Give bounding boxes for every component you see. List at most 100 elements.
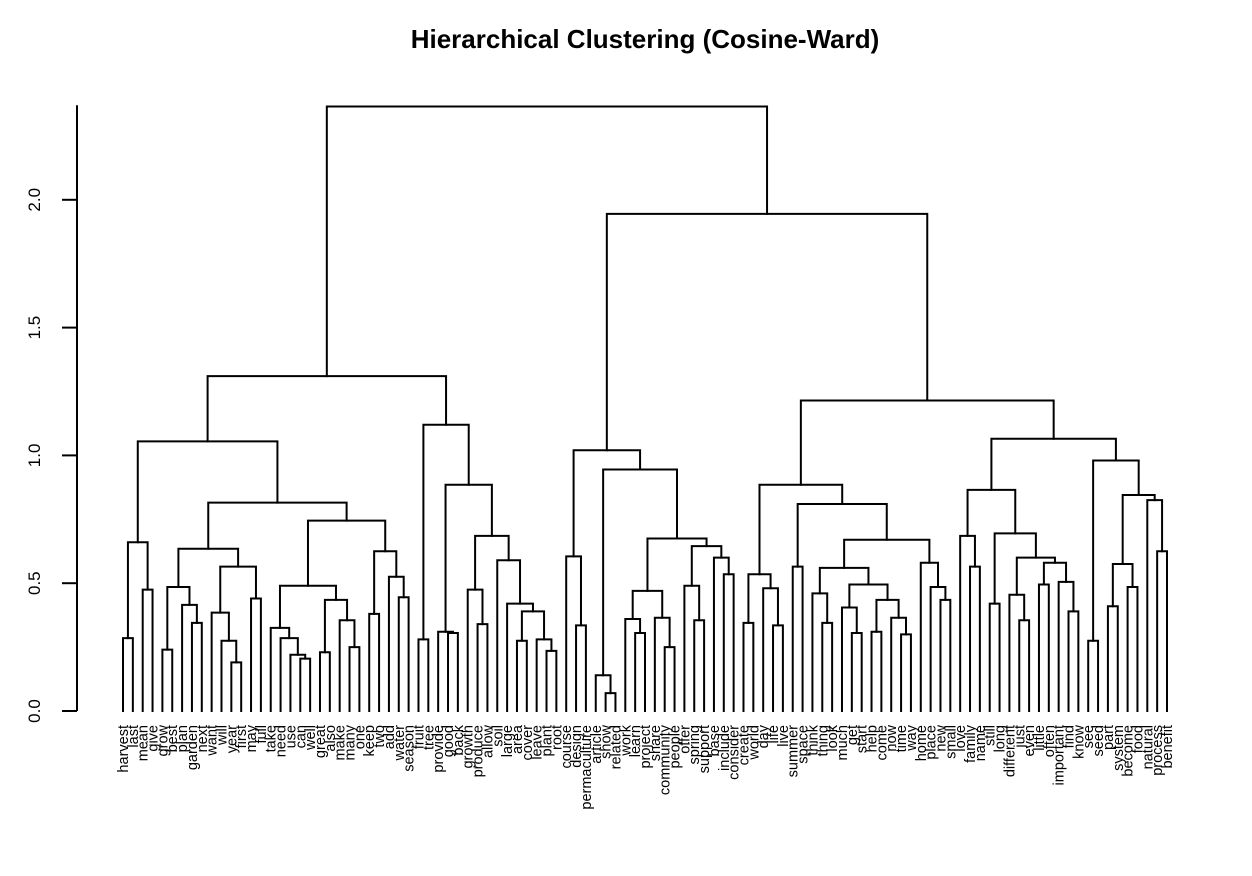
chart-title: Hierarchical Clustering (Cosine-Ward) [411,24,880,54]
dendrogram-link [969,565,981,712]
leaf-label: season [402,725,418,772]
leaf-label: love [953,725,969,752]
dendrogram-link [690,545,723,587]
leaf-label: back [451,724,467,755]
dendrogram-link [1146,499,1164,712]
dendrogram-link [747,573,772,624]
dendrogram-link [1092,459,1140,642]
leaf-label: become [1121,725,1137,777]
leaf-label: summer [786,725,802,778]
y-tick-label: 2.0 [25,188,44,212]
leaf-label: often [1042,725,1058,757]
leaf-label: long [993,725,1009,752]
dendrogram-link [634,632,646,712]
dendrogram-link [712,556,730,712]
leaf-label: support [697,725,713,773]
leaf-label: make [333,725,349,760]
dendrogram-link [722,573,735,712]
leaf-label: two [372,725,388,748]
leaf-label: life [766,725,782,744]
leaf-label: spring [687,725,703,765]
dendrogram-link [1067,610,1080,712]
dendrogram-link [1106,605,1119,712]
leaf-label: first [234,725,250,748]
dendrogram-link [1156,550,1168,712]
dendrogram-link [799,399,1055,486]
dendrogram-link [466,588,484,712]
leaf-label: next [195,725,211,752]
leaf-label: work [618,724,634,756]
leaf-label: still [983,725,999,746]
leaf-label: live [776,725,792,747]
dendrogram-link [210,611,230,712]
dendrogram-link [762,587,779,712]
leaf-label: day [756,724,772,748]
leaf-label: produce [471,725,487,777]
leaf-label: allow [480,724,496,758]
leaf-label: start [855,725,871,753]
leaf-label: see [1081,725,1097,748]
dendrogram-link [338,619,356,712]
leaf-label: place [924,725,940,760]
leaf-label: benefit [1160,725,1176,769]
dendrogram-link [348,646,361,712]
y-tick-label: 0.5 [25,571,44,595]
dendrogram-link [368,612,381,712]
dendrogram-link [437,630,454,712]
dendrogram-link [604,692,617,712]
dendrogram-link [373,550,398,615]
leaf-label: system [1111,725,1127,771]
dendrogram-link [207,501,348,550]
leaf-label: share [648,725,664,761]
leaf-label: space [796,725,812,764]
dendrogram-link [1008,593,1026,712]
leaf-label: include [717,725,733,771]
dendrogram-link [843,538,931,569]
leaf-label: will [214,725,230,746]
dendrogram-link [397,596,410,712]
leaf-label: help [865,725,881,752]
leaf-label: think [805,724,821,755]
leaf-label: take [264,725,280,752]
dendrogram-link [821,621,834,712]
dendrogram-link [988,602,1001,712]
dendrogram-link [796,502,888,568]
y-tick-label: 1.5 [25,316,44,340]
dendrogram-link [653,616,671,712]
leaf-label: cover [520,725,536,761]
dendrogram-link [875,598,900,633]
leaf-label: also [323,725,339,752]
leaf-label: base [707,725,723,756]
dendrogram-link [929,586,947,712]
leaf-label: need [274,725,290,757]
dendrogram-link [900,633,912,712]
leaf-label: show [599,724,615,758]
dendrogram-link [575,624,587,712]
dendrogram-link [605,212,929,452]
dendrogram-link [206,375,448,443]
leaf-label: offer [677,725,693,754]
dendrogram-link [572,449,642,558]
leaf-label: use [283,725,299,748]
dendrogram-link [250,597,262,712]
dendrogram-link [220,639,238,712]
dendrogram-link [602,468,679,677]
dendrogram-link [840,606,858,712]
dendrogram-link [1111,563,1134,608]
leaf-label: keep [362,725,378,756]
dendrogram-link [1121,494,1156,566]
dendrogram-link [890,616,907,712]
leaf-label: great [313,725,329,758]
dendrogram-link [1037,583,1050,712]
dendrogram-link [444,483,493,633]
dendrogram-link [166,586,191,651]
dendrogram-link [683,584,701,712]
leaf-label: good [441,725,457,757]
dendrogram-link [325,105,769,378]
leaf-label: home [914,725,930,761]
dendrogram-link [758,483,844,576]
dendrogram-link [772,624,784,712]
dendrogram-link [811,592,829,712]
leaf-label: project [638,725,654,769]
